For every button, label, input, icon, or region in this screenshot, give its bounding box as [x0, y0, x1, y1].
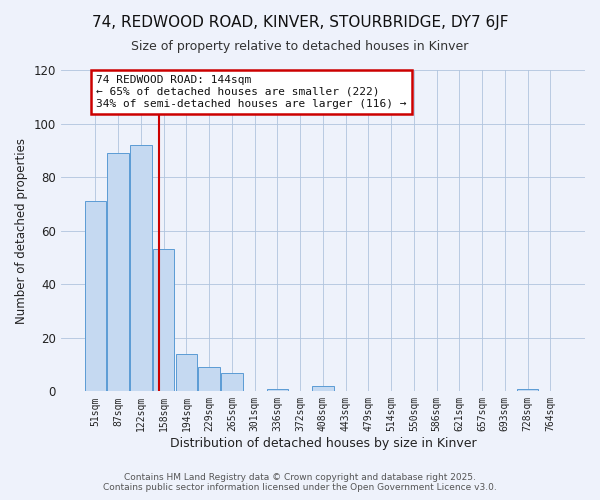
- Bar: [153, 250, 175, 392]
- Text: 74, REDWOOD ROAD, KINVER, STOURBRIDGE, DY7 6JF: 74, REDWOOD ROAD, KINVER, STOURBRIDGE, D…: [92, 15, 508, 30]
- Text: 74 REDWOOD ROAD: 144sqm
← 65% of detached houses are smaller (222)
34% of semi-d: 74 REDWOOD ROAD: 144sqm ← 65% of detache…: [96, 76, 407, 108]
- Bar: [221, 372, 243, 392]
- Bar: [266, 388, 288, 392]
- Bar: [176, 354, 197, 392]
- Bar: [199, 367, 220, 392]
- Bar: [107, 153, 129, 392]
- Y-axis label: Number of detached properties: Number of detached properties: [15, 138, 28, 324]
- Bar: [85, 201, 106, 392]
- Text: Size of property relative to detached houses in Kinver: Size of property relative to detached ho…: [131, 40, 469, 53]
- Bar: [312, 386, 334, 392]
- X-axis label: Distribution of detached houses by size in Kinver: Distribution of detached houses by size …: [170, 437, 476, 450]
- Text: Contains HM Land Registry data © Crown copyright and database right 2025.
Contai: Contains HM Land Registry data © Crown c…: [103, 473, 497, 492]
- Bar: [517, 388, 538, 392]
- Bar: [130, 145, 152, 392]
